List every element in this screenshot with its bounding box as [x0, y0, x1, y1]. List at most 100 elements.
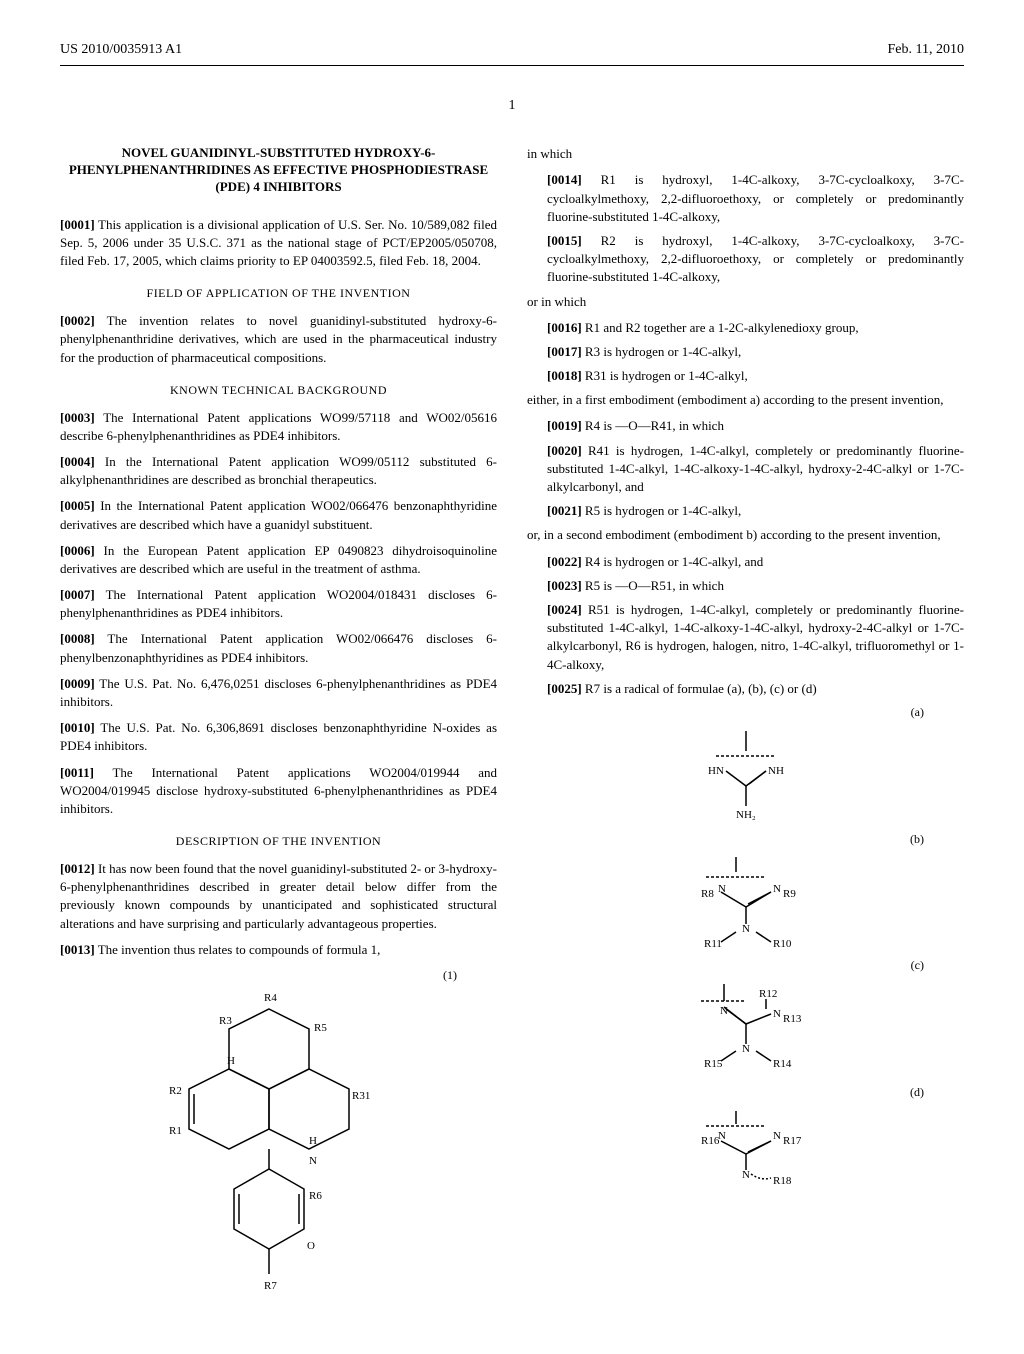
formula-1-label: (1): [60, 967, 497, 984]
label-NH: NH: [768, 765, 784, 777]
para-text: In the International Patent application …: [60, 498, 497, 531]
para-0009: [0009] The U.S. Pat. No. 6,476,0251 disc…: [60, 675, 497, 711]
para-num: [0002]: [60, 313, 95, 328]
para-text: It has now been found that the novel gua…: [60, 861, 497, 931]
section-known: KNOWN TECHNICAL BACKGROUND: [60, 382, 497, 399]
formula-b-label: (b): [527, 831, 964, 848]
label-N: N: [742, 923, 750, 935]
label-N: N: [773, 1130, 781, 1142]
para-0015: [0015] R2 is hydroxyl, 1-4C-alkoxy, 3-7C…: [527, 232, 964, 287]
label-R9: R9: [783, 888, 796, 900]
para-num: [0023]: [547, 578, 582, 593]
para-text: R41 is hydrogen, 1-4C-alkyl, completely …: [547, 443, 964, 494]
para-0007: [0007] The International Patent applicat…: [60, 586, 497, 622]
para-0021: [0021] R5 is hydrogen or 1-4C-alkyl,: [527, 502, 964, 520]
para-text: R5 is hydrogen or 1-4C-alkyl,: [585, 503, 741, 518]
para-0010: [0010] The U.S. Pat. No. 6,306,8691 disc…: [60, 719, 497, 755]
para-0002: [0002] The invention relates to novel gu…: [60, 312, 497, 367]
right-column: in which [0014] R1 is hydroxyl, 1-4C-alk…: [527, 145, 964, 1313]
para-num: [0022]: [547, 554, 582, 569]
para-0016: [0016] R1 and R2 together are a 1-2C-alk…: [527, 319, 964, 337]
label-R4: R4: [264, 992, 277, 1004]
para-0008: [0008] The International Patent applicat…: [60, 630, 497, 666]
para-0024: [0024] R51 is hydrogen, 1-4C-alkyl, comp…: [527, 601, 964, 674]
label-H: H: [309, 1135, 317, 1147]
para-num: [0007]: [60, 587, 95, 602]
para-text: The invention relates to novel guanidiny…: [60, 313, 497, 364]
para-text: The International Patent application WO2…: [60, 587, 497, 620]
label-R5: R5: [314, 1022, 327, 1034]
para-text: R7 is a radical of formulae (a), (b), (c…: [585, 681, 817, 696]
formula-a-label: (a): [527, 704, 964, 721]
para-0012: [0012] It has now been found that the no…: [60, 860, 497, 933]
para-num: [0010]: [60, 720, 95, 735]
para-num: [0001]: [60, 217, 95, 232]
para-num: [0019]: [547, 418, 582, 433]
para-text: The International Patent application WO0…: [60, 631, 497, 664]
label-R7: R7: [264, 1280, 277, 1292]
para-text: The U.S. Pat. No. 6,306,8691 discloses b…: [60, 720, 497, 753]
para-text: R5 is —O—R51, in which: [585, 578, 724, 593]
para-num: [0014]: [547, 172, 582, 187]
para-num: [0003]: [60, 410, 95, 425]
label-R6: R6: [309, 1190, 322, 1202]
page-number: 1: [60, 96, 964, 116]
label-R13: R13: [783, 1013, 802, 1025]
para-text: R51 is hydrogen, 1-4C-alkyl, completely …: [547, 602, 964, 672]
section-desc: DESCRIPTION OF THE INVENTION: [60, 833, 497, 850]
para-0023: [0023] R5 is —O—R51, in which: [527, 577, 964, 595]
label-N: N: [773, 883, 781, 895]
para-num: [0024]: [547, 602, 582, 617]
label-R17: R17: [783, 1135, 802, 1147]
para-text: This application is a divisional applica…: [60, 217, 497, 268]
document-title: NOVEL GUANIDINYL-SUBSTITUTED HYDROXY-6-P…: [60, 145, 497, 196]
label-N: N: [773, 1008, 781, 1020]
or-in-which: or in which: [527, 293, 964, 311]
label-R16: R16: [701, 1135, 720, 1147]
para-num: [0006]: [60, 543, 95, 558]
para-text: R31 is hydrogen or 1-4C-alkyl,: [585, 368, 748, 383]
para-text: In the European Patent application EP 04…: [60, 543, 497, 576]
para-num: [0009]: [60, 676, 95, 691]
label-R11: R11: [704, 938, 722, 950]
para-num: [0025]: [547, 681, 582, 696]
para-0013: [0013] The invention thus relates to com…: [60, 941, 497, 959]
para-text: R3 is hydrogen or 1-4C-alkyl,: [585, 344, 741, 359]
para-text: In the International Patent application …: [60, 454, 497, 487]
label-R1: R1: [169, 1125, 182, 1137]
content-columns: NOVEL GUANIDINYL-SUBSTITUTED HYDROXY-6-P…: [60, 145, 964, 1313]
label-N: N: [742, 1169, 750, 1181]
label-O: O: [307, 1240, 315, 1252]
para-0011: [0011] The International Patent applicat…: [60, 764, 497, 819]
para-0019: [0019] R4 is —O—R41, in which: [527, 417, 964, 435]
formula-d-label: (d): [527, 1084, 964, 1101]
label-N: N: [309, 1155, 317, 1167]
left-column: NOVEL GUANIDINYL-SUBSTITUTED HYDROXY-6-P…: [60, 145, 497, 1313]
para-num: [0021]: [547, 503, 582, 518]
para-0018: [0018] R31 is hydrogen or 1-4C-alkyl,: [527, 367, 964, 385]
section-field: FIELD OF APPLICATION OF THE INVENTION: [60, 285, 497, 302]
para-0020: [0020] R41 is hydrogen, 1-4C-alkyl, comp…: [527, 442, 964, 497]
para-num: [0013]: [60, 942, 95, 957]
either-embodiment: either, in a first embodiment (embodimen…: [527, 391, 964, 409]
label-R8: R8: [701, 888, 714, 900]
para-num: [0016]: [547, 320, 582, 335]
para-text: R4 is —O—R41, in which: [585, 418, 724, 433]
label-R12: R12: [759, 988, 777, 1000]
para-0017: [0017] R3 is hydrogen or 1-4C-alkyl,: [527, 343, 964, 361]
label-HN: HN: [708, 765, 724, 777]
label-R18: R18: [773, 1175, 792, 1187]
para-num: [0020]: [547, 443, 582, 458]
para-text: R2 is hydroxyl, 1-4C-alkoxy, 3-7C-cycloa…: [547, 233, 964, 284]
para-text: R4 is hydrogen or 1-4C-alkyl, and: [585, 554, 763, 569]
chemical-structure-b: R8 N N R9 N R11 R10: [666, 852, 826, 952]
formula-c-label: (c): [527, 957, 964, 974]
label-R15: R15: [704, 1058, 723, 1070]
para-0001: [0001] This application is a divisional …: [60, 216, 497, 271]
chemical-structure-d: R16 N N R17 N R18: [666, 1106, 826, 1196]
para-0004: [0004] In the International Patent appli…: [60, 453, 497, 489]
or-embodiment-b: or, in a second embodiment (embodiment b…: [527, 526, 964, 544]
chemical-structure-1: R4 R3 R5 H R2 R1 R31 H N R6 O R7: [169, 989, 389, 1309]
label-R14: R14: [773, 1058, 792, 1070]
label-N: N: [718, 1130, 726, 1142]
